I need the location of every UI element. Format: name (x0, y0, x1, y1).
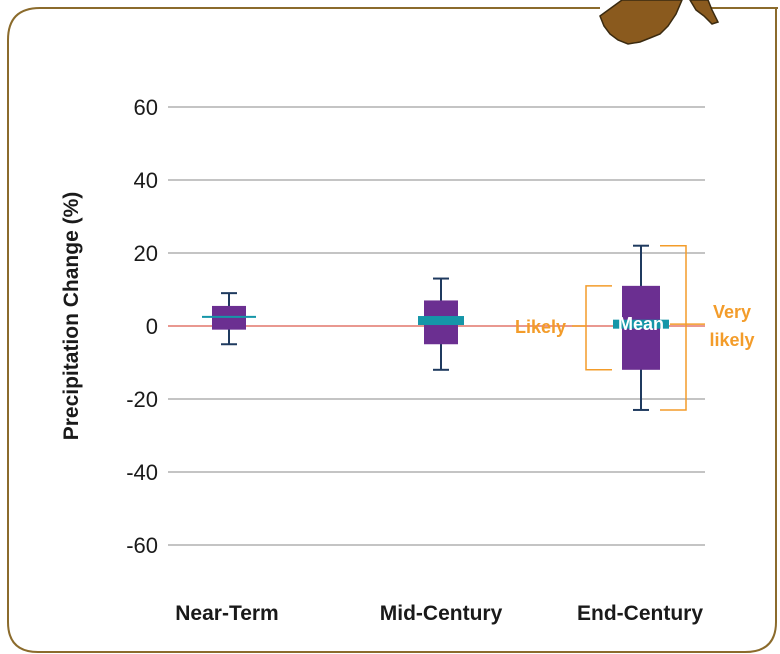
box-mid-century (418, 277, 464, 371)
y-tick-label-40: 40 (134, 168, 158, 193)
y-tick-label-20: 20 (134, 241, 158, 266)
y-tick-label-60: 60 (134, 95, 158, 120)
very-likely-label-line2: likely (709, 330, 754, 350)
category-label-near-term: Near-Term (175, 602, 278, 625)
mean-marker (202, 315, 256, 318)
mean-marker (613, 319, 669, 329)
chart-frame (7, 7, 778, 653)
y-tick-label--60: -60 (126, 533, 158, 558)
y-tick-label-0: 0 (146, 314, 158, 339)
y-tick-label--20: -20 (126, 387, 158, 412)
very-likely-bracket (660, 244, 687, 411)
box-end-century (613, 244, 669, 411)
box-near-term (202, 292, 256, 346)
mean-marker (418, 316, 464, 326)
annotations: Mean Likely Very likely (515, 244, 755, 411)
mean-label: Mean (618, 314, 664, 334)
y-axis-ticks: 60 40 20 0 -20 -40 -60 (126, 95, 158, 558)
state-map-icon (599, 0, 683, 45)
category-label-mid-century: Mid-Century (380, 602, 503, 625)
state-map-detail-icon (689, 0, 720, 25)
gridlines (168, 106, 705, 546)
category-label-end-century: End-Century (577, 602, 703, 625)
y-tick-label--40: -40 (126, 460, 158, 485)
likely-bracket (572, 285, 612, 371)
boxes (202, 244, 669, 411)
likely-label: Likely (515, 317, 566, 337)
y-axis-title: Precipitation Change (%) (60, 192, 83, 441)
very-likely-label-line1: Very (713, 302, 751, 322)
